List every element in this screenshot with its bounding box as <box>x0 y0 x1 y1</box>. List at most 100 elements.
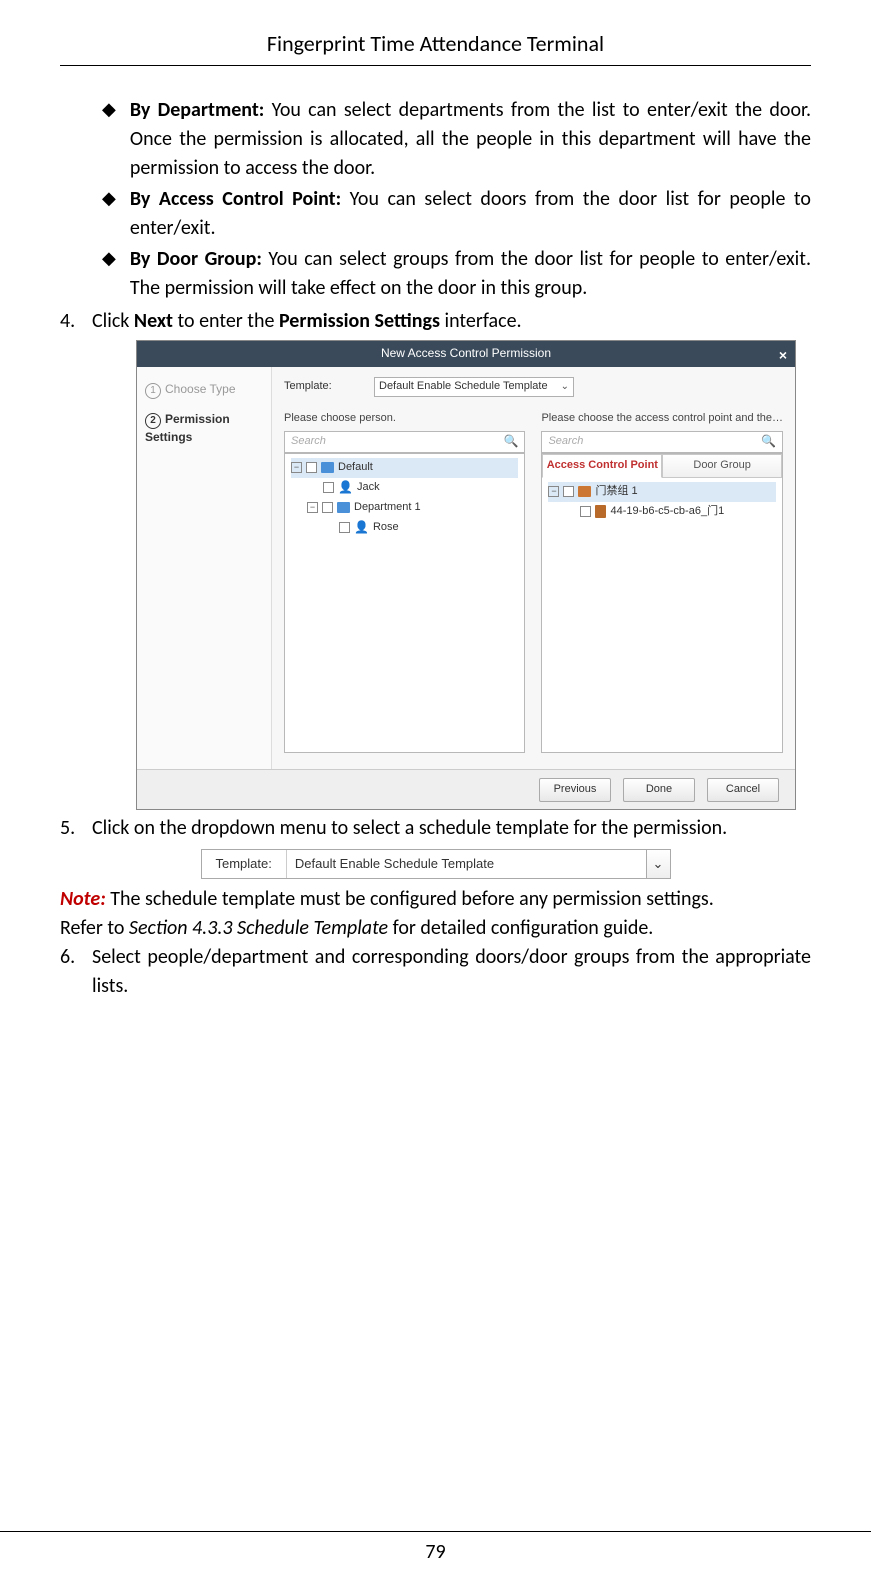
bullet-item: ◆ By Access Control Point: You can selec… <box>102 185 811 243</box>
step-text: Select people/department and correspondi… <box>92 943 811 1001</box>
dialog-titlebar: New Access Control Permission × <box>137 341 795 367</box>
tree-row-person[interactable]: 👤 Jack <box>291 478 518 498</box>
tree-label: 门禁组 1 <box>595 484 637 500</box>
wizard-step-1[interactable]: 1 Choose Type <box>137 375 271 405</box>
step-num-icon: 1 <box>145 383 161 399</box>
step-text: Click on the dropdown menu to select a s… <box>92 814 811 843</box>
dropdown-value[interactable]: Default Enable Schedule Template <box>286 850 646 878</box>
step-num-icon: 2 <box>145 413 161 429</box>
person-column: Please choose person. Search 🔍 − <box>284 411 525 753</box>
search-placeholder: Search <box>291 434 326 450</box>
person-search[interactable]: Search 🔍 <box>284 431 525 453</box>
bullet-label: By Department: <box>130 98 264 122</box>
tree-label: Rose <box>373 520 399 536</box>
t: to enter the <box>173 309 279 333</box>
org-icon <box>337 502 350 513</box>
t: Next <box>134 309 173 333</box>
t: Click <box>92 309 134 333</box>
person-icon: 👤 <box>354 519 369 536</box>
note-label: Note: <box>60 887 106 911</box>
tree-label: Department 1 <box>354 500 421 516</box>
tree-label: Default <box>338 460 373 476</box>
tab-door-group[interactable]: Door Group <box>662 454 782 478</box>
tree-row-group[interactable]: − 门禁组 1 <box>548 482 776 502</box>
done-button[interactable]: Done <box>623 778 695 802</box>
checkbox[interactable] <box>322 502 333 513</box>
diamond-icon: ◆ <box>102 185 116 243</box>
tree-row-person[interactable]: 👤 Rose <box>291 518 518 538</box>
group-icon <box>578 486 591 497</box>
tree-row-dept[interactable]: − Department 1 <box>291 498 518 518</box>
bullet-list: ◆ By Department: You can select departme… <box>102 96 811 303</box>
bullet-text: By Department: You can select department… <box>130 96 811 183</box>
person-caption: Please choose person. <box>284 411 525 427</box>
note-line: Note: The schedule template must be conf… <box>60 885 811 914</box>
diamond-icon: ◆ <box>102 245 116 303</box>
person-tree[interactable]: − Default 👤 Jack <box>284 453 525 753</box>
step-text: Click Next to enter the Permission Setti… <box>92 307 811 336</box>
template-value: Default Enable Schedule Template <box>379 379 548 395</box>
person-icon: 👤 <box>338 479 353 496</box>
tree-row-default[interactable]: − Default <box>291 458 518 478</box>
checkbox[interactable] <box>563 486 574 497</box>
checkbox[interactable] <box>306 462 317 473</box>
bullet-text: By Access Control Point: You can select … <box>130 185 811 243</box>
search-icon: 🔍 <box>504 433 519 450</box>
diamond-icon: ◆ <box>102 96 116 183</box>
document-body: ◆ By Department: You can select departme… <box>60 96 811 1001</box>
chevron-down-icon: ⌄ <box>653 855 664 874</box>
collapse-icon[interactable]: − <box>291 462 302 473</box>
t: Refer to <box>60 916 129 940</box>
dialog-screenshot: New Access Control Permission × 1 Choose … <box>136 340 811 810</box>
step-number: 4. <box>60 307 92 336</box>
search-icon: 🔍 <box>761 433 776 450</box>
step-6: 6. Select people/department and correspo… <box>60 943 811 1001</box>
page-header: Fingerprint Time Attendance Terminal <box>60 30 811 66</box>
dropdown-button[interactable]: ⌄ <box>646 850 670 878</box>
bullet-item: ◆ By Door Group: You can select groups f… <box>102 245 811 303</box>
bullet-label: By Access Control Point: <box>130 187 341 211</box>
chevron-down-icon: ⌄ <box>561 380 569 395</box>
cancel-button[interactable]: Cancel <box>707 778 779 802</box>
two-column-area: Please choose person. Search 🔍 − <box>284 411 783 753</box>
checkbox[interactable] <box>339 522 350 533</box>
collapse-icon[interactable]: − <box>548 486 559 497</box>
close-icon[interactable]: × <box>779 345 787 365</box>
tree-label: Jack <box>357 480 380 496</box>
t: interface. <box>440 309 522 333</box>
t: for detailed configuration guide. <box>388 916 653 940</box>
dropdown-label: Template: <box>202 855 286 874</box>
tree-row-door[interactable]: 44-19-b6-c5-cb-a6_门1 <box>548 502 776 522</box>
step-5: 5. Click on the dropdown menu to select … <box>60 814 811 843</box>
door-search[interactable]: Search 🔍 <box>541 431 783 453</box>
bullet-text: By Door Group: You can select groups fro… <box>130 245 811 303</box>
wizard-sidebar: 1 Choose Type 2Permission Settings <box>137 367 272 769</box>
checkbox[interactable] <box>323 482 334 493</box>
page-number: 79 <box>0 1531 871 1564</box>
org-icon <box>321 462 334 473</box>
step-number: 6. <box>60 943 92 1001</box>
permission-dialog: New Access Control Permission × 1 Choose … <box>136 340 796 810</box>
t: Permission Settings <box>279 309 440 333</box>
template-label: Template: <box>284 379 374 395</box>
door-caption: Please choose the access control point a… <box>541 411 783 427</box>
collapse-icon[interactable]: − <box>307 502 318 513</box>
dialog-body: 1 Choose Type 2Permission Settings Templa… <box>137 367 795 769</box>
template-select[interactable]: Default Enable Schedule Template ⌄ <box>374 377 574 397</box>
previous-button[interactable]: Previous <box>539 778 611 802</box>
search-placeholder: Search <box>548 434 583 450</box>
bullet-item: ◆ By Department: You can select departme… <box>102 96 811 183</box>
door-tree[interactable]: Access Control Point Door Group − 门禁组 1 <box>541 453 783 753</box>
step-4: 4. Click Next to enter the Permission Se… <box>60 307 811 336</box>
checkbox[interactable] <box>580 506 591 517</box>
tab-access-control-point[interactable]: Access Control Point <box>542 454 662 478</box>
step-number: 5. <box>60 814 92 843</box>
door-tabs: Access Control Point Door Group <box>542 454 782 478</box>
note-text: The schedule template must be configured… <box>106 887 714 911</box>
wizard-step-2[interactable]: 2Permission Settings <box>137 405 271 452</box>
step-label: Choose Type <box>165 382 236 396</box>
template-row: Template: Default Enable Schedule Templa… <box>284 377 783 397</box>
bullet-label: By Door Group: <box>130 247 262 271</box>
door-icon <box>595 505 606 518</box>
tree-label: 44-19-b6-c5-cb-a6_门1 <box>610 504 724 520</box>
